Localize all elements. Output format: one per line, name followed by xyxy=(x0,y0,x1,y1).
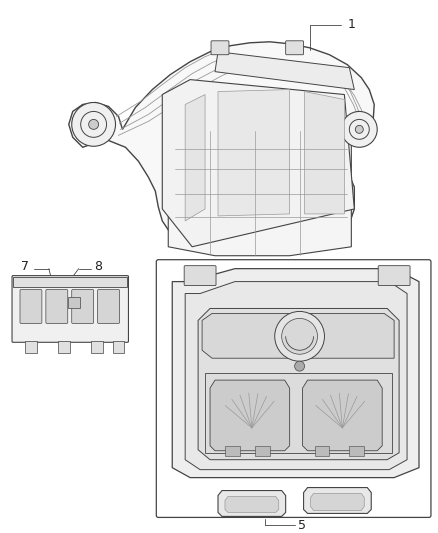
Polygon shape xyxy=(215,52,354,90)
Polygon shape xyxy=(162,79,354,247)
Circle shape xyxy=(282,318,318,354)
FancyBboxPatch shape xyxy=(72,289,94,324)
Polygon shape xyxy=(202,313,394,358)
Text: 1: 1 xyxy=(347,18,355,31)
Polygon shape xyxy=(198,309,399,459)
Polygon shape xyxy=(58,341,70,353)
Circle shape xyxy=(72,102,116,146)
Polygon shape xyxy=(304,488,371,513)
FancyBboxPatch shape xyxy=(20,289,42,324)
Polygon shape xyxy=(218,490,286,516)
FancyBboxPatch shape xyxy=(255,446,270,456)
FancyBboxPatch shape xyxy=(286,41,304,55)
Polygon shape xyxy=(13,277,127,287)
FancyBboxPatch shape xyxy=(350,446,364,456)
FancyBboxPatch shape xyxy=(12,276,128,342)
Circle shape xyxy=(355,125,363,133)
Polygon shape xyxy=(218,90,290,216)
Polygon shape xyxy=(304,92,344,214)
Text: 8: 8 xyxy=(94,260,102,273)
Polygon shape xyxy=(69,42,374,255)
Text: 7: 7 xyxy=(21,260,29,273)
Polygon shape xyxy=(225,497,279,512)
FancyBboxPatch shape xyxy=(184,265,216,286)
FancyBboxPatch shape xyxy=(98,289,120,324)
Circle shape xyxy=(295,361,304,371)
Polygon shape xyxy=(210,380,290,451)
Polygon shape xyxy=(185,94,205,221)
Polygon shape xyxy=(113,341,124,353)
Text: 4: 4 xyxy=(204,347,212,360)
FancyBboxPatch shape xyxy=(378,265,410,286)
Polygon shape xyxy=(205,373,392,453)
FancyBboxPatch shape xyxy=(225,446,240,456)
Text: 2: 2 xyxy=(399,265,407,278)
FancyBboxPatch shape xyxy=(46,289,68,324)
Polygon shape xyxy=(25,341,37,353)
Polygon shape xyxy=(91,341,102,353)
Text: 5: 5 xyxy=(297,519,306,532)
FancyBboxPatch shape xyxy=(68,296,80,309)
FancyBboxPatch shape xyxy=(156,260,431,518)
Polygon shape xyxy=(172,269,419,478)
FancyBboxPatch shape xyxy=(314,446,329,456)
FancyBboxPatch shape xyxy=(211,41,229,55)
Circle shape xyxy=(275,311,325,361)
Polygon shape xyxy=(311,494,364,511)
Polygon shape xyxy=(303,380,382,451)
Text: 3: 3 xyxy=(204,332,212,345)
Polygon shape xyxy=(168,130,351,256)
Polygon shape xyxy=(185,281,407,470)
Circle shape xyxy=(88,119,99,130)
Circle shape xyxy=(341,111,377,147)
